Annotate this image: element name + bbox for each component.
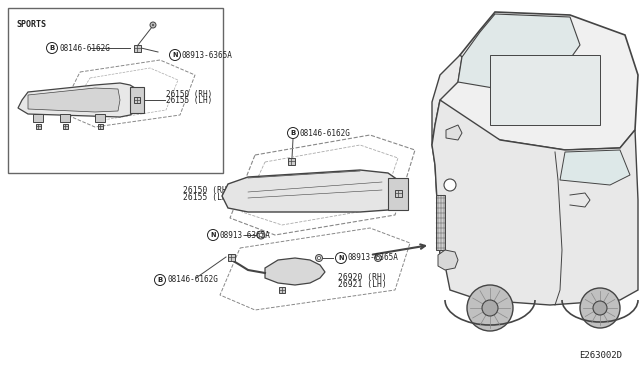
Text: 08146-6162G: 08146-6162G: [167, 276, 218, 285]
Circle shape: [257, 231, 265, 239]
Circle shape: [467, 285, 513, 331]
Circle shape: [170, 49, 180, 61]
Circle shape: [150, 22, 156, 28]
Bar: [97, 124, 102, 128]
Polygon shape: [265, 258, 325, 285]
Bar: [95, 114, 105, 122]
Text: 26150 (RH): 26150 (RH): [183, 186, 232, 195]
Text: B: B: [291, 130, 296, 136]
Circle shape: [482, 300, 498, 316]
Bar: [490, 55, 600, 125]
Text: 26150 (RH): 26150 (RH): [166, 90, 212, 99]
Circle shape: [444, 179, 456, 191]
Text: B: B: [157, 277, 163, 283]
Circle shape: [207, 230, 218, 241]
Bar: [287, 157, 294, 164]
Bar: [134, 45, 141, 51]
Text: 08146-6162G: 08146-6162G: [300, 128, 351, 138]
Polygon shape: [446, 125, 462, 140]
Text: 26155 (LH): 26155 (LH): [166, 96, 212, 105]
Circle shape: [47, 42, 58, 54]
Bar: [130, 87, 144, 113]
Polygon shape: [222, 170, 400, 212]
Polygon shape: [560, 150, 630, 185]
Text: N: N: [211, 232, 216, 238]
Bar: [134, 97, 140, 103]
Text: N: N: [172, 52, 178, 58]
Text: B: B: [49, 45, 54, 51]
Text: N: N: [339, 255, 344, 261]
Text: 26155 (LH): 26155 (LH): [183, 193, 232, 202]
Circle shape: [376, 256, 380, 260]
Circle shape: [316, 254, 323, 262]
Polygon shape: [438, 250, 458, 270]
Text: 26920 (RH): 26920 (RH): [338, 273, 387, 282]
Polygon shape: [432, 55, 462, 145]
Bar: [8, 8, 223, 173]
Bar: [394, 189, 401, 196]
Text: E263002D: E263002D: [579, 351, 622, 360]
Circle shape: [287, 128, 298, 138]
Polygon shape: [18, 83, 138, 117]
Polygon shape: [458, 14, 580, 90]
Bar: [279, 287, 285, 293]
Bar: [33, 114, 43, 122]
Circle shape: [259, 233, 263, 237]
Bar: [388, 178, 408, 210]
Circle shape: [580, 288, 620, 328]
Text: 08913-6365A: 08913-6365A: [182, 51, 233, 60]
Bar: [63, 124, 67, 128]
Circle shape: [593, 301, 607, 315]
Text: 08913-6365A: 08913-6365A: [220, 231, 271, 240]
Text: 08146-6162G: 08146-6162G: [59, 44, 110, 52]
Polygon shape: [28, 88, 120, 112]
Bar: [436, 195, 445, 250]
Circle shape: [154, 275, 166, 285]
Polygon shape: [432, 100, 638, 305]
Text: 08913-6365A: 08913-6365A: [348, 253, 399, 263]
Text: 26921 (LH): 26921 (LH): [338, 280, 387, 289]
Circle shape: [374, 254, 381, 262]
Circle shape: [335, 253, 346, 263]
Bar: [35, 124, 40, 128]
Circle shape: [152, 24, 154, 26]
Bar: [227, 253, 234, 260]
Text: SPORTS: SPORTS: [16, 20, 46, 29]
Polygon shape: [432, 140, 455, 270]
Circle shape: [317, 256, 321, 260]
Bar: [60, 114, 70, 122]
Polygon shape: [440, 12, 638, 150]
